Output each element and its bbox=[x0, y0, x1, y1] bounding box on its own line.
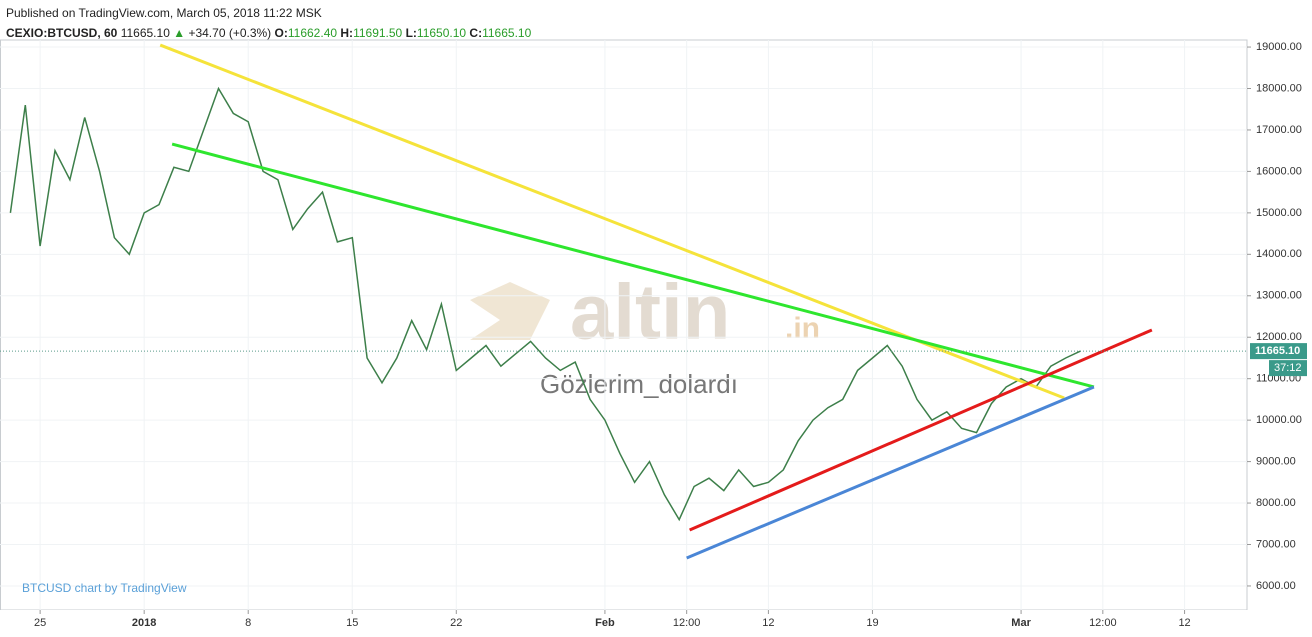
y-tick-label: 17000.00 bbox=[1256, 124, 1302, 136]
y-tick-label: 9000.00 bbox=[1256, 455, 1296, 467]
change: +34.70 (+0.3%) bbox=[188, 26, 272, 40]
x-tick-label: 12:00 bbox=[673, 617, 701, 629]
x-tick-label: 12 bbox=[1178, 617, 1190, 629]
trendline bbox=[686, 385, 1095, 560]
watermark-logo bbox=[470, 282, 550, 340]
y-tick-label: 13000.00 bbox=[1256, 290, 1302, 302]
last-price-box bbox=[1250, 343, 1307, 360]
x-tick-label: 12 bbox=[762, 617, 774, 629]
price: 11665.10 bbox=[120, 26, 170, 40]
quote-line: CEXIO:BTCUSD, 60 11665.10 ▲ +34.70 (+0.3… bbox=[6, 23, 531, 43]
x-tick-label: 22 bbox=[450, 617, 462, 629]
published: Published on TradingView.com, March 05, … bbox=[6, 6, 322, 20]
l-label: L: bbox=[405, 26, 417, 40]
x-tick-label: 12:00 bbox=[1089, 617, 1117, 629]
arrow: ▲ bbox=[173, 26, 186, 40]
watermark-suffix: .in bbox=[785, 312, 820, 345]
y-tick-label: 7000.00 bbox=[1256, 538, 1296, 550]
x-tick-label: 15 bbox=[346, 617, 358, 629]
y-tick-label: 10000.00 bbox=[1256, 414, 1302, 426]
trendline bbox=[689, 328, 1153, 532]
y-tick-label: 16000.00 bbox=[1256, 165, 1302, 177]
y-tick-label: 14000.00 bbox=[1256, 248, 1302, 260]
y-tick-label: 19000.00 bbox=[1256, 41, 1302, 53]
timer: 37:12 bbox=[1274, 362, 1302, 374]
timer-box bbox=[1269, 360, 1307, 377]
close: 11665.10 bbox=[482, 26, 532, 40]
trendline bbox=[171, 142, 1095, 389]
watermark-text: Gözlerim_dolardı bbox=[540, 369, 738, 399]
x-tick-label: 2018 bbox=[132, 617, 156, 629]
symbol: CEXIO:BTCUSD, 60 bbox=[6, 26, 118, 40]
y-tick-label: 15000.00 bbox=[1256, 207, 1302, 219]
y-tick-label: 12000.00 bbox=[1256, 331, 1302, 343]
x-tick-label: Mar bbox=[1011, 617, 1031, 629]
header: Published on TradingView.com, March 05, … bbox=[6, 3, 531, 43]
o-label: O: bbox=[274, 26, 288, 40]
y-tick-label: 6000.00 bbox=[1256, 580, 1296, 592]
c-label: C: bbox=[469, 26, 483, 40]
y-tick-label: 8000.00 bbox=[1256, 497, 1296, 509]
watermark: altin bbox=[570, 268, 730, 356]
low: 11650.10 bbox=[416, 26, 467, 40]
open: 11662.40 bbox=[287, 26, 338, 40]
x-tick-label: 19 bbox=[866, 617, 878, 629]
x-axis-area bbox=[0, 610, 1312, 637]
h-label: H: bbox=[340, 26, 354, 40]
high: 11691.50 bbox=[353, 26, 403, 40]
credit: BTCUSD chart by TradingView bbox=[22, 581, 187, 595]
x-tick-label: Feb bbox=[595, 617, 615, 629]
y-tick-label: 18000.00 bbox=[1256, 82, 1302, 94]
price-line bbox=[9, 86, 1081, 522]
x-tick-label: 8 bbox=[245, 617, 251, 629]
last-price-label: 11665.10 bbox=[1255, 345, 1300, 357]
x-tick-label: 25 bbox=[34, 617, 46, 629]
